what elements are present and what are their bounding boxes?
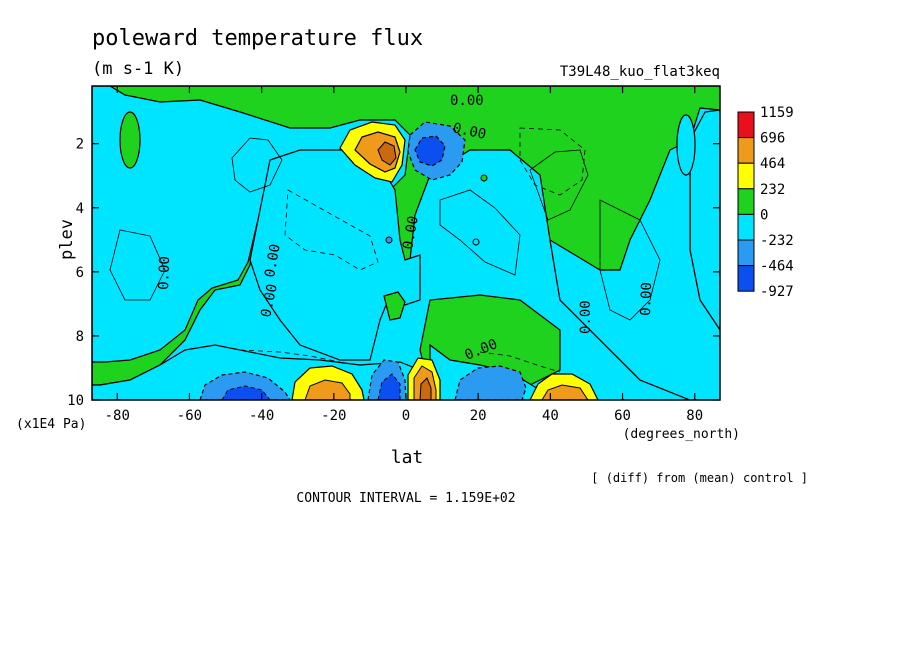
negative-core-upper-deep	[414, 135, 446, 167]
negative-blob-north-pole	[676, 114, 696, 176]
positive-blob-south-pole	[119, 111, 141, 169]
legend-level-label: -464	[760, 259, 794, 275]
contour-label-7: 0.00	[638, 282, 655, 316]
x-tick-label: -20	[321, 408, 346, 424]
x-axis-units: (degrees_north)	[623, 427, 740, 442]
contour-field	[92, 86, 720, 400]
x-tick-label: -80	[105, 408, 130, 424]
legend-level-label: 696	[760, 131, 785, 147]
x-tick-label: -60	[177, 408, 202, 424]
legend-swatch	[737, 137, 755, 164]
positive-core-south-surface-orange	[304, 379, 351, 400]
legend-level-label: 464	[760, 156, 785, 172]
color-legend: 1159 696 464 232 0 -232 -464 -927	[737, 105, 794, 300]
chart-units: (m s-1 K)	[92, 59, 184, 79]
dashed-contour-lines	[239, 127, 586, 373]
negative-core-south-surface-deep	[221, 385, 271, 400]
contour-label-8: 0.00	[578, 300, 594, 334]
contour-labels: 0.00 0.00 0.00 0.00 0.00 0.00 0.00 0.00 …	[156, 93, 655, 364]
y-axis: 2 4 6 8 10	[67, 137, 720, 409]
y-axis-units: (x1E4 Pa)	[16, 417, 86, 432]
legend-swatch	[737, 188, 755, 215]
legend-swatch	[737, 162, 755, 190]
contour-label-2: 0.00	[451, 120, 487, 143]
x-tick-label: 0	[402, 408, 410, 424]
y-tick-label: 10	[67, 393, 84, 409]
positive-core-north-surface-orange	[541, 384, 589, 400]
negative-region-lower-right	[549, 139, 720, 400]
x-tick-label: 80	[686, 408, 703, 424]
positive-blob-equator	[383, 291, 406, 321]
legend-swatch	[737, 213, 755, 241]
positive-core-equator-surface-dark	[419, 377, 432, 400]
y-tick-label: 8	[76, 329, 84, 345]
positive-core-upper-dark	[377, 141, 397, 166]
legend-level-label: 1159	[760, 105, 794, 121]
x-axis: -80 -60 -40 -20 0 20 40 60 80	[105, 86, 703, 424]
legend-swatch	[737, 111, 755, 139]
x-tick-label: 40	[542, 408, 559, 424]
legend-level-label: 0	[760, 207, 768, 223]
contour-interval: CONTOUR INTERVAL = 1.159E+02	[296, 491, 515, 506]
run-label: T39L48_kuo_flat3keq	[560, 64, 720, 80]
legend-level-label: -927	[760, 284, 794, 300]
negative-core-equator-surface-deep	[377, 373, 401, 400]
footer-note: [ (diff) from (mean) control ]	[591, 471, 808, 485]
y-tick-label: 6	[76, 265, 84, 281]
legend-swatch	[737, 265, 755, 292]
contour-label-3: 0.00	[400, 215, 422, 251]
x-tick-label: 20	[470, 408, 487, 424]
contour-label-1: 0.00	[450, 93, 484, 109]
tiny-blob-3	[385, 236, 393, 244]
contour-label-6: 0.00	[258, 283, 281, 319]
chart-title: poleward temperature flux	[92, 26, 423, 51]
thin-contour-lines	[109, 137, 661, 321]
y-tick-label: 4	[76, 201, 84, 217]
legend-level-label: -232	[760, 233, 794, 249]
negative-core-north-surface	[454, 365, 527, 400]
legend-level-label: 232	[760, 182, 785, 198]
x-axis-title: lat	[391, 447, 424, 468]
tiny-blob-2	[472, 238, 480, 246]
tiny-blob-1	[480, 174, 488, 182]
y-axis-title: plev	[57, 219, 77, 260]
contour-label-5: 0.00	[262, 243, 284, 279]
x-tick-label: 60	[614, 408, 631, 424]
y-tick-label: 2	[76, 137, 84, 153]
legend-swatch	[737, 239, 755, 267]
contour-label-4: 0.00	[156, 256, 173, 290]
x-tick-label: -40	[249, 408, 274, 424]
